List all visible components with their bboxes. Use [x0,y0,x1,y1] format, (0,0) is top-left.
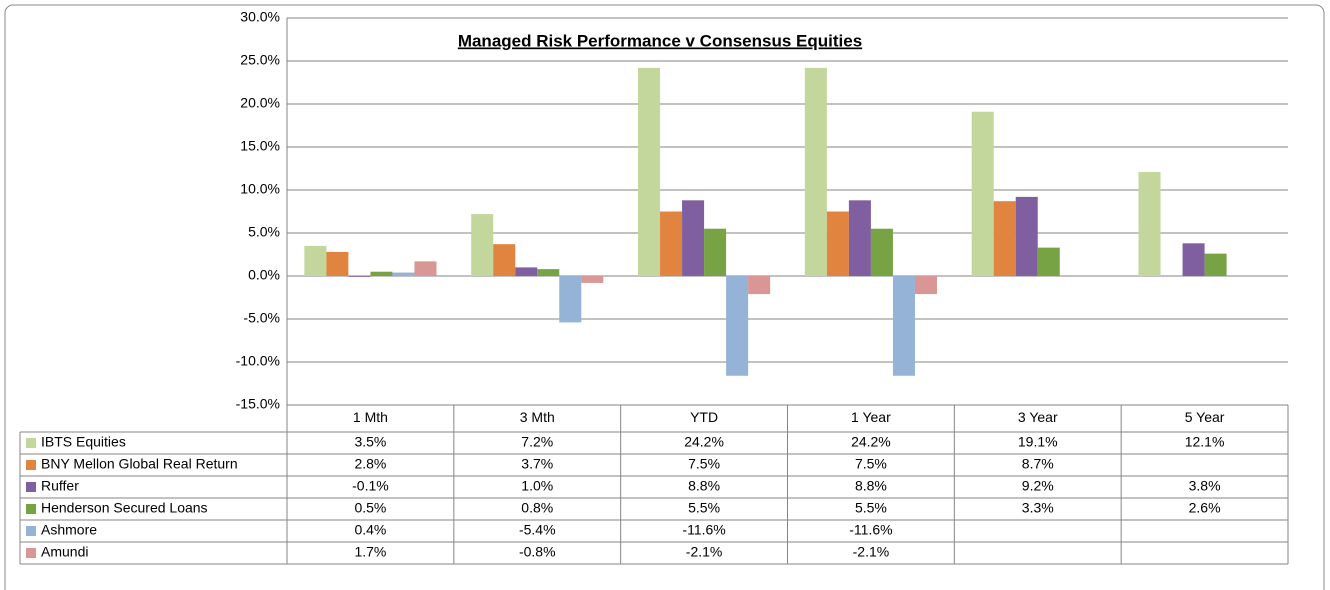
table-value: 3.5% [354,434,386,450]
table-value: 2.8% [354,456,386,472]
bar [348,276,371,277]
table-value: 1.0% [521,478,553,494]
table-value: 8.7% [1022,456,1054,472]
bar [848,200,871,276]
legend-swatch [26,482,36,492]
bar [559,276,582,323]
x-tick-label: 5 Year [1185,409,1225,425]
bar [326,251,349,276]
bar [726,276,749,376]
legend-swatch [26,526,36,536]
bar [993,201,1016,276]
bar [826,211,849,276]
chart-title: Managed Risk Performance v Consensus Equ… [458,31,862,50]
legend-label: Henderson Secured Loans [41,500,208,516]
y-tick-label: 5.0% [248,224,280,240]
table-value: -2.1% [853,544,890,560]
bar [971,111,994,277]
bar [660,211,683,276]
x-tick-label: 1 Mth [353,409,388,425]
legend-label: Ashmore [41,522,97,538]
bar [638,67,661,276]
bar [704,228,727,276]
bar [1204,253,1227,276]
y-tick-label: 0.0% [248,267,280,283]
bar [1138,171,1161,276]
table-value: -11.6% [849,522,892,538]
bar [515,267,538,276]
bar [682,200,705,276]
table-value: 7.5% [688,456,720,472]
y-tick-label: 10.0% [240,181,280,197]
bar [870,228,893,276]
table-value: 24.2% [851,434,891,450]
bar [1182,243,1205,276]
bar [370,271,393,276]
bar [892,276,915,376]
table-value: 8.8% [688,478,720,494]
table-value: 0.4% [354,522,386,538]
table-value: -0.8% [519,544,556,560]
x-tick-label: 3 Year [1018,409,1058,425]
table-value: 0.8% [521,500,553,516]
bar [392,272,415,276]
bar [304,245,327,276]
bar [804,67,827,276]
bar [1037,247,1060,276]
bar [493,244,516,276]
table-value: 5.5% [855,500,887,516]
y-tick-label: 25.0% [240,52,280,68]
table-value: 12.1% [1185,434,1225,450]
table-value: -5.4% [519,522,556,538]
y-tick-label: -15.0% [236,396,280,412]
table-value: 2.6% [1189,500,1221,516]
legend-swatch [26,504,36,514]
table-value: 9.2% [1022,478,1054,494]
legend-label: IBTS Equities [41,434,126,450]
y-tick-label: -5.0% [243,310,280,326]
table-value: 7.2% [521,434,553,450]
legend-label: BNY Mellon Global Real Return [41,456,238,472]
table-value: 5.5% [688,500,720,516]
bar [537,269,560,276]
table-value: 0.5% [354,500,386,516]
table-value: 1.7% [354,544,386,560]
bar [1015,196,1038,276]
legend-swatch [26,438,36,448]
legend-swatch [26,548,36,558]
y-tick-label: 30.0% [240,9,280,25]
table-value: 3.7% [521,456,553,472]
table-value: 3.8% [1189,478,1221,494]
chart-frame [4,4,1325,590]
table-value: -11.6% [682,522,725,538]
legend-label: Amundi [41,544,88,560]
bar [581,276,604,283]
y-tick-label: 15.0% [240,138,280,154]
bar [471,214,494,276]
table-value: 3.3% [1022,500,1054,516]
table-value: -0.1% [352,478,389,494]
y-tick-label: 20.0% [240,95,280,111]
table-value: 19.1% [1018,434,1058,450]
bar [414,261,437,276]
x-tick-label: 1 Year [851,409,891,425]
legend-label: Ruffer [41,478,79,494]
table-value: -2.1% [686,544,723,560]
table-value: 24.2% [684,434,724,450]
table-value: 7.5% [855,456,887,472]
table-value: 8.8% [855,478,887,494]
x-tick-label: 3 Mth [520,409,555,425]
y-tick-label: -10.0% [236,353,280,369]
bar [914,276,937,295]
legend-swatch [26,460,36,470]
x-tick-label: YTD [690,409,718,425]
bar [748,276,771,295]
